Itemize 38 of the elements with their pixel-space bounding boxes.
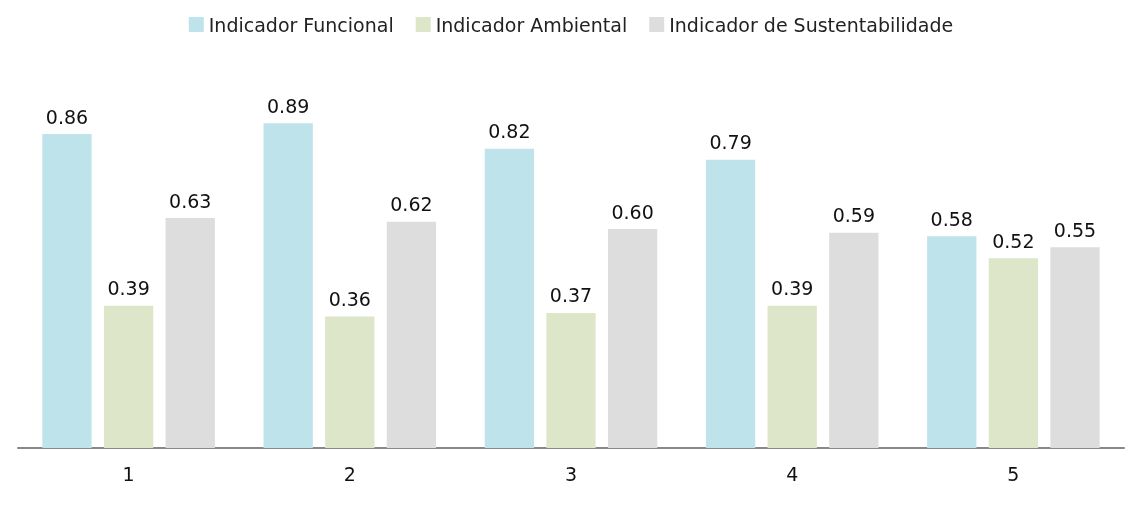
bar [829, 232, 879, 448]
legend-label: Indicador de Sustentabilidade [669, 13, 954, 36]
data-label: 0.62 [390, 193, 433, 216]
data-label: 0.59 [832, 204, 875, 227]
data-label: 0.60 [611, 200, 654, 223]
data-label: 0.39 [107, 277, 150, 300]
data-label: 0.37 [549, 284, 593, 307]
data-label: 0.79 [709, 131, 752, 154]
bar [767, 305, 817, 448]
data-label: 0.55 [1053, 218, 1097, 241]
x-tick-label: 5 [1007, 462, 1020, 485]
data-label: 0.52 [992, 229, 1035, 252]
data-label: 0.36 [328, 288, 371, 311]
bar [484, 148, 535, 448]
x-tick-label: 1 [122, 462, 135, 485]
bar [165, 218, 215, 448]
data-label: 0.58 [930, 207, 973, 230]
x-tick-label: 4 [786, 462, 799, 485]
legend-label: Indicador Ambiental [435, 13, 628, 36]
bar [988, 258, 1039, 448]
bar [1050, 247, 1100, 448]
x-tick-label: 3 [564, 462, 578, 485]
data-label: 0.63 [169, 189, 212, 212]
x-tick-label: 2 [343, 462, 356, 485]
bar [386, 221, 437, 448]
bar [546, 312, 596, 448]
legend-label: Indicador Funcional [208, 13, 394, 36]
bar [42, 134, 92, 448]
bar [263, 123, 313, 448]
data-label: 0.39 [771, 277, 814, 300]
data-label: 0.82 [488, 120, 531, 143]
bar [927, 236, 977, 448]
bar [607, 229, 658, 448]
bar [325, 316, 375, 448]
bar [103, 305, 154, 448]
bar [705, 159, 756, 448]
data-label: 0.89 [267, 94, 310, 117]
data-label: 0.86 [45, 105, 89, 128]
